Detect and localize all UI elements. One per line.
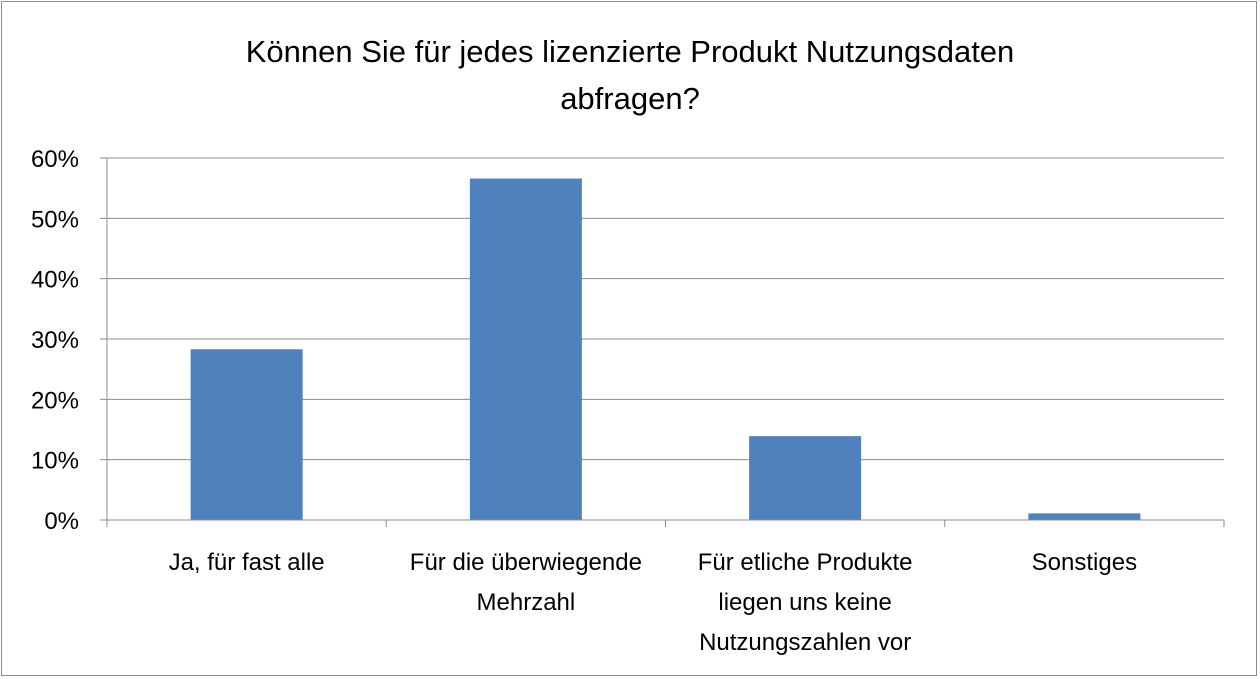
bar — [749, 436, 862, 520]
chart-title: Können Sie für jedes lizenzierte Produkt… — [0, 28, 1260, 122]
chart-title-line-2: abfragen? — [560, 81, 700, 116]
x-category-label: Für die überwiegende — [410, 549, 642, 576]
x-category-label: Sonstiges — [1032, 549, 1137, 576]
x-category-label: Mehrzahl — [477, 589, 576, 616]
y-tick-label: 60% — [31, 146, 79, 173]
bar — [469, 178, 582, 520]
y-tick-label: 50% — [31, 206, 79, 233]
x-category-label: Ja, für fast alle — [169, 549, 325, 576]
y-tick-label: 10% — [31, 448, 79, 475]
y-tick-label: 40% — [31, 267, 79, 294]
chart-title-line-1: Können Sie für jedes lizenzierte Produkt… — [245, 34, 1015, 69]
bar — [1028, 513, 1141, 520]
y-tick-label: 20% — [31, 387, 79, 414]
x-category-label: liegen uns keine — [718, 589, 891, 616]
y-tick-label: 0% — [44, 508, 79, 535]
x-category-label: Nutzungszahlen vor — [699, 629, 911, 656]
x-category-label: Für etliche Produkte — [698, 549, 913, 576]
y-tick-label: 30% — [31, 327, 79, 354]
bar — [190, 349, 303, 520]
